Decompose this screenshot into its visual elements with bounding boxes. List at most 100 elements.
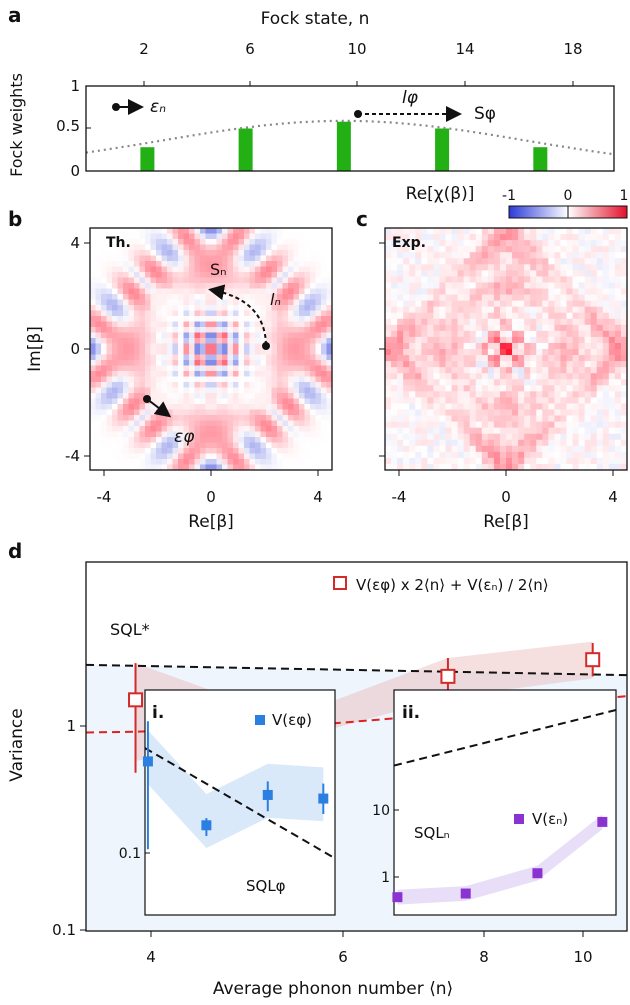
c-heatmap-cell [536, 439, 543, 447]
b-heatmap-cell [227, 272, 234, 278]
b-heatmap-cell [189, 393, 195, 399]
c-heatmap-cell [602, 324, 610, 332]
c-heatmap-cell [596, 421, 604, 428]
b-heatmap-cell [249, 409, 256, 416]
b-heatmap-cell [238, 343, 245, 350]
c-heatmap-cell [451, 300, 458, 307]
ii-point [392, 892, 403, 903]
c-heatmap-cell [590, 409, 598, 416]
b-heatmap-cell [167, 288, 173, 295]
c-heatmap-cell [578, 463, 585, 471]
b-heatmap-cell [178, 464, 184, 471]
b-heatmap-cell [150, 244, 157, 251]
b-heatmap-cell [315, 294, 322, 300]
b-heatmap-cell [150, 327, 157, 333]
b-heatmap-cell [194, 338, 201, 344]
b-heatmap-cell [134, 277, 140, 284]
b-heatmap-cell [161, 404, 168, 410]
c-heatmap-cell [403, 439, 410, 447]
c-heatmap-cell [385, 252, 392, 259]
b-heatmap-cell [139, 321, 146, 328]
b-heatmap-cell [117, 266, 124, 273]
c-heatmap-cell [469, 336, 477, 344]
c-heatmap-cell [481, 433, 489, 441]
c-heatmap-cell [590, 439, 598, 447]
b-heatmap-cell [156, 360, 162, 366]
c-heatmap-cell [512, 324, 519, 332]
b-heatmap-cell [172, 442, 179, 449]
b-heatmap-cell [172, 272, 179, 278]
b-heatmap-cell [233, 354, 239, 361]
c-heatmap-cell [481, 258, 489, 265]
b-heatmap-cell [249, 233, 256, 240]
c-heatmap-cell [499, 228, 507, 235]
b-heatmap-cell [95, 261, 102, 267]
c-heatmap-cell [415, 234, 422, 241]
b-heatmap-cell [167, 316, 173, 322]
c-heatmap-cell [421, 312, 428, 320]
b-heatmap-cell [167, 233, 173, 240]
c-heatmap-cell [481, 264, 489, 271]
c-heatmap-cell [524, 403, 531, 410]
b-heatmap-cell [299, 321, 305, 328]
b-heatmap-cell [200, 420, 206, 427]
b-heatmap-cell [227, 250, 234, 256]
c-heatmap-cell [403, 228, 410, 235]
c-heatmap-cell [469, 421, 477, 428]
b-heatmap-cell [183, 371, 190, 377]
c-heatmap-cell [584, 318, 591, 326]
c-heatmap-cell [620, 342, 628, 350]
c-heatmap-cell [457, 228, 464, 235]
c-heatmap-cell [499, 234, 507, 241]
b-heatmap-cell [211, 255, 217, 262]
c-heatmap-cell [421, 361, 428, 368]
b-heatmap-cell [255, 387, 261, 394]
c-heatmap-cell [481, 318, 489, 326]
c-heatmap-cell [439, 246, 446, 253]
inset-ii-legend: V(εₙ) [532, 810, 568, 828]
inset-i-legend-marker [255, 715, 265, 725]
b-heatmap-cell [249, 321, 256, 328]
c-heatmap-cell [542, 318, 549, 326]
c-heatmap-cell [536, 427, 543, 434]
c-heatmap-cell [403, 403, 410, 410]
c-heatmap-cell [560, 270, 567, 277]
c-heatmap-cell [433, 240, 440, 247]
c-heatmap-cell [554, 294, 561, 301]
b-heatmap-cell [271, 316, 278, 322]
b-heatmap-cell [156, 294, 162, 300]
c-heatmap-cell [518, 397, 525, 404]
c-heatmap-cell [397, 264, 404, 271]
c-heatmap-cell [560, 403, 567, 410]
b-heatmap-cell [244, 426, 250, 432]
c-heatmap-cell [433, 427, 440, 434]
b-heatmap-cell [288, 415, 294, 421]
b-heatmap-cell [238, 272, 245, 278]
c-heatmap-cell [614, 342, 622, 350]
c-heatmap-cell [518, 246, 525, 253]
c-heatmap-cell [620, 234, 628, 241]
c-heatmap-cell [433, 403, 440, 410]
c-heatmap-cell [536, 463, 543, 471]
b-heatmap-cell [178, 261, 184, 267]
b-eps-phi-arrow [146, 398, 172, 418]
c-heatmap-cell [427, 312, 434, 320]
b-heatmap-cell [95, 371, 102, 377]
c-heatmap-cell [578, 264, 585, 271]
b-heatmap-cell [194, 239, 201, 245]
c-heatmap-cell [506, 276, 513, 283]
b-heatmap-cell [310, 426, 316, 432]
c-heatmap-cell [457, 330, 464, 338]
b-heatmap-cell [233, 255, 239, 262]
c-x-tick-0: 0 [501, 488, 511, 506]
b-heatmap-cell [205, 415, 212, 421]
b-heatmap-cell [189, 354, 195, 361]
b-heatmap-cell [156, 327, 162, 333]
b-heatmap-cell [150, 233, 157, 240]
c-heatmap-cell [439, 349, 446, 356]
c-heatmap-cell [602, 264, 610, 271]
c-heatmap-cell [445, 445, 452, 453]
b-heatmap-cell [277, 409, 283, 416]
c-heatmap-cell [415, 415, 422, 422]
c-heatmap-cell [457, 439, 464, 447]
